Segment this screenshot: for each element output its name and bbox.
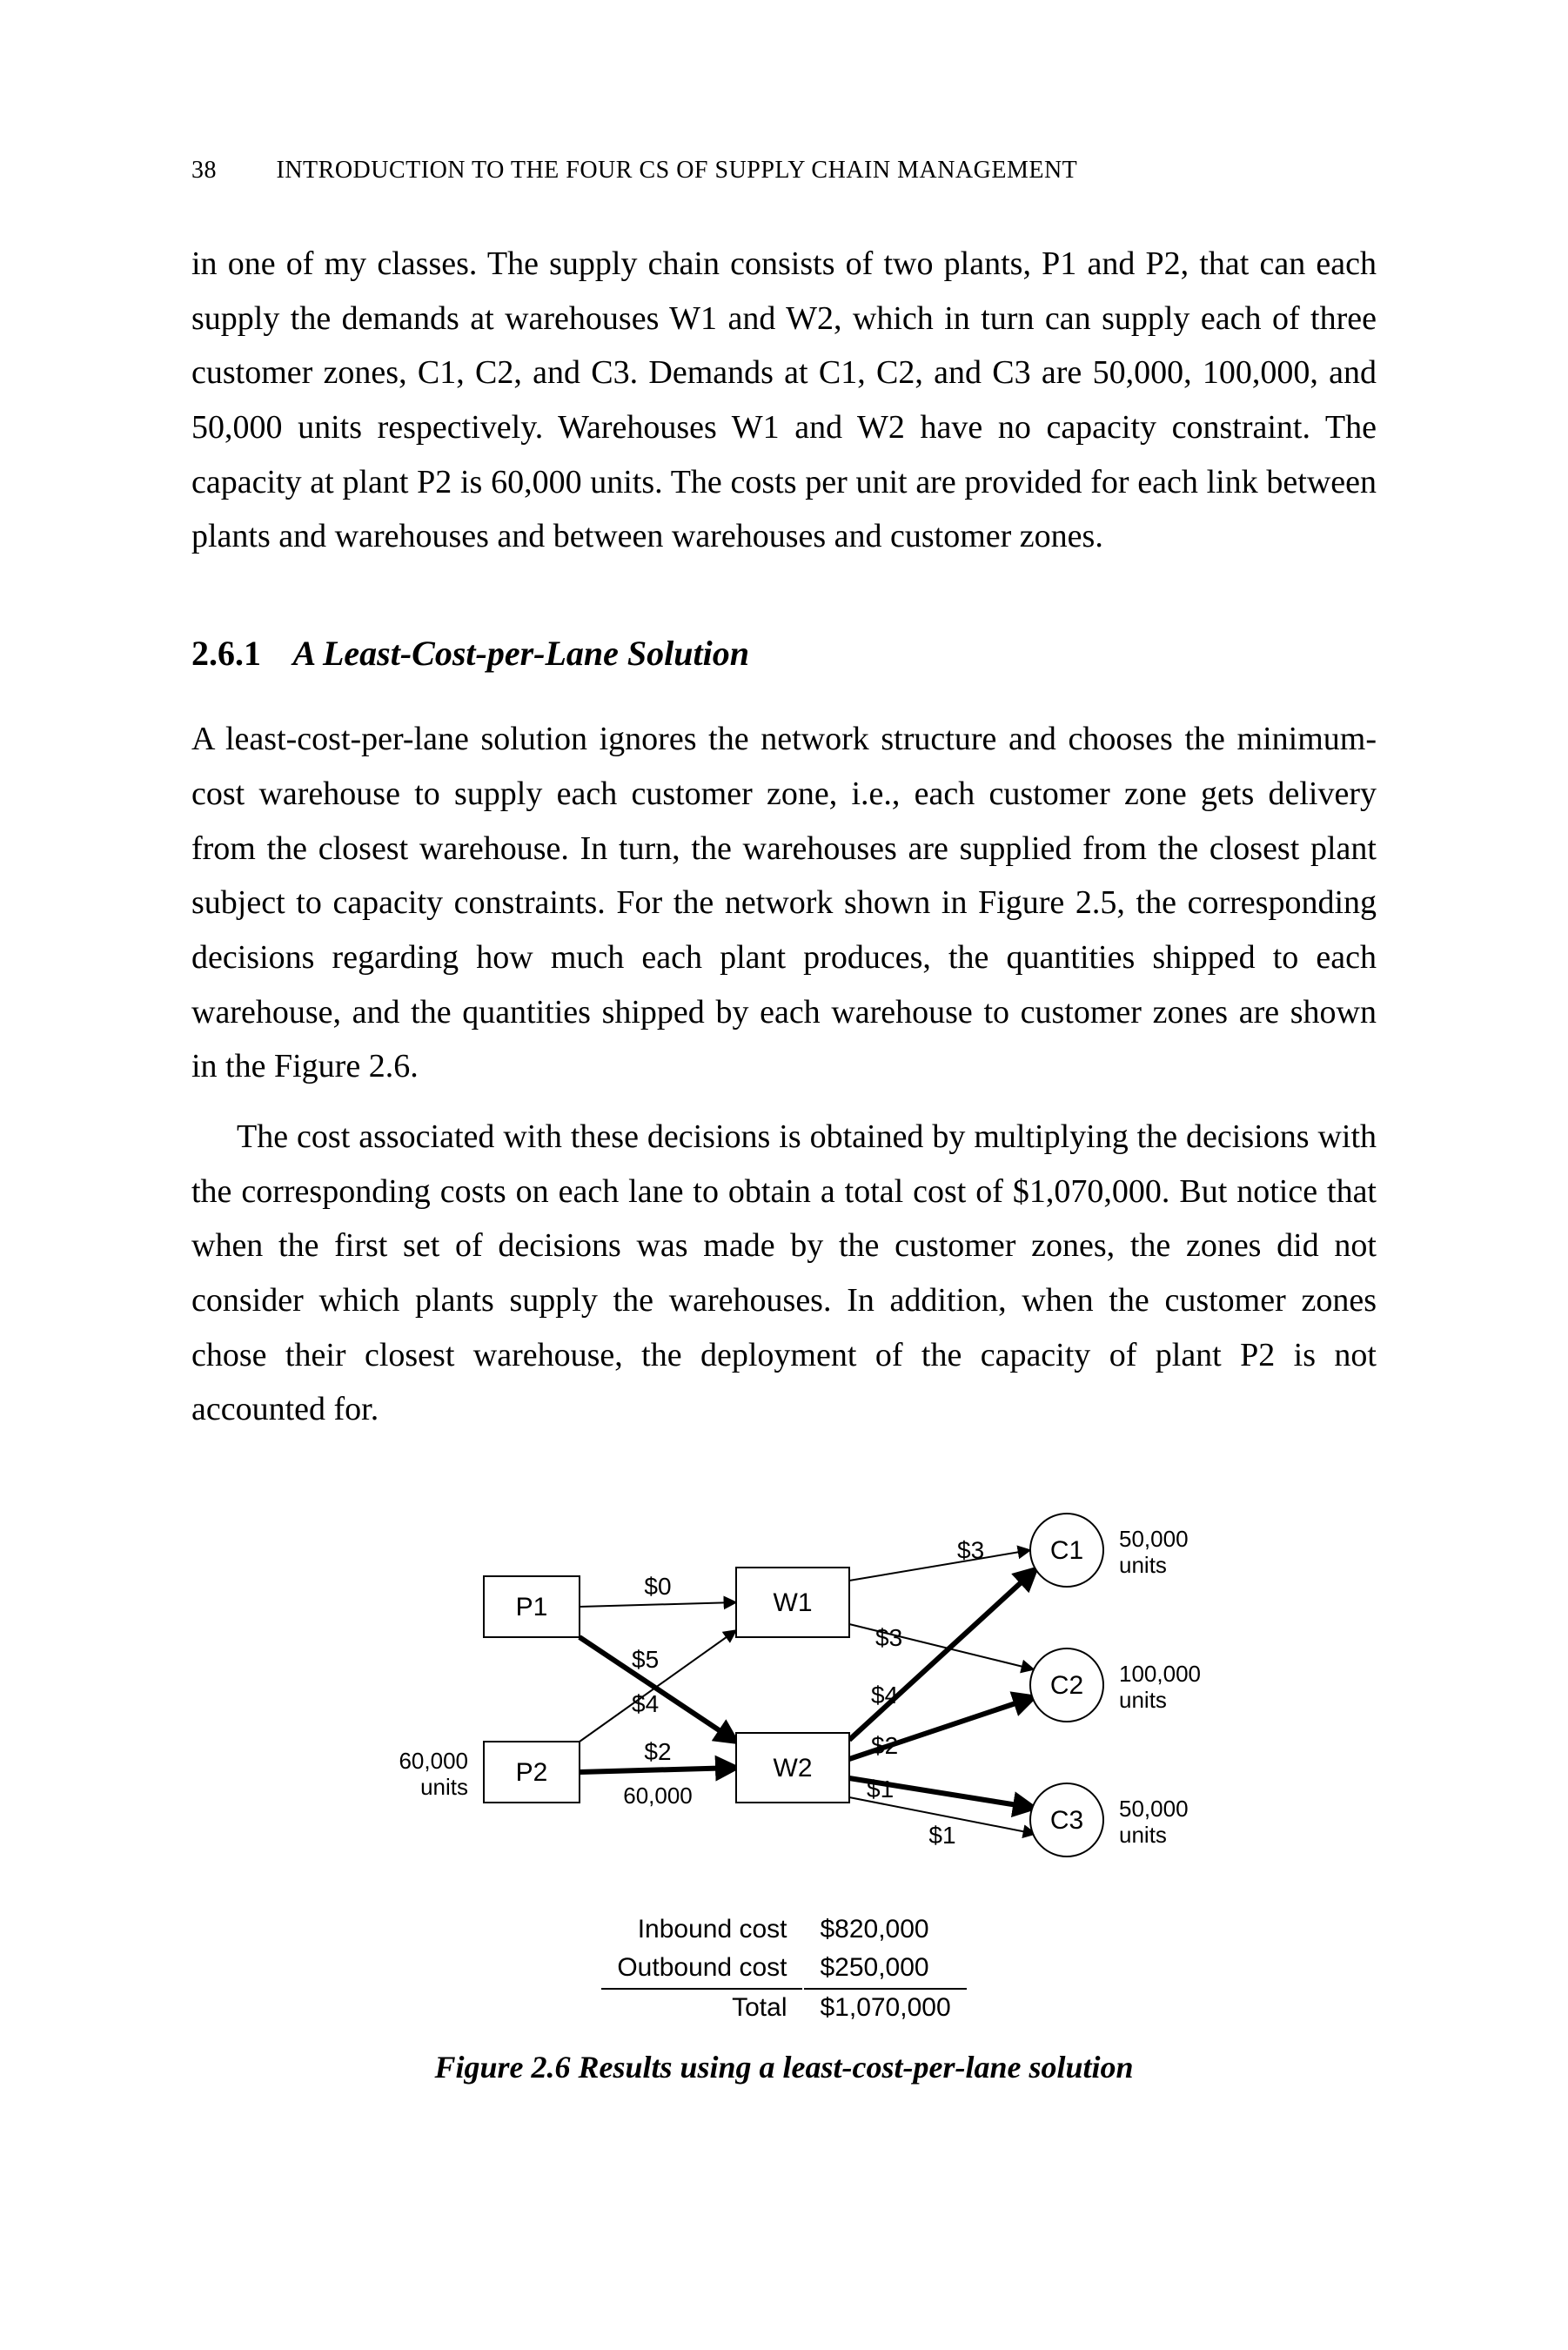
- svg-text:W2: W2: [774, 1754, 813, 1783]
- cost-summary-table: Inbound cost $820,000 Outbound cost $250…: [600, 1910, 968, 2028]
- svg-text:$5: $5: [632, 1646, 659, 1673]
- section-number: 2.6.1: [191, 634, 261, 673]
- network-diagram: $0 $5 $4 $2 60,000 $3 $3 $4 $2 $1 $1 P1 P2 W1 W2 C1 50,0…: [327, 1480, 1241, 1890]
- cost-label: Total: [601, 1988, 802, 2026]
- cost-value: $820,000: [804, 1911, 966, 1948]
- svg-text:100,000: 100,000: [1119, 1661, 1201, 1687]
- intro-paragraph: in one of my classes. The supply chain c…: [191, 237, 1377, 564]
- svg-text:50,000: 50,000: [1119, 1526, 1189, 1552]
- page-number: 38: [191, 157, 270, 185]
- svg-text:W1: W1: [774, 1588, 813, 1617]
- svg-text:$3: $3: [875, 1624, 902, 1651]
- cost-value: $250,000: [804, 1950, 966, 1986]
- svg-text:60,000: 60,000: [623, 1783, 693, 1809]
- svg-text:$1: $1: [928, 1822, 955, 1849]
- paragraph-2: The cost associated with these decisions…: [191, 1110, 1377, 1437]
- running-title: INTRODUCTION TO THE FOUR CS OF SUPPLY CH…: [277, 157, 1078, 184]
- svg-text:P2: P2: [516, 1758, 548, 1787]
- svg-text:$4: $4: [632, 1690, 659, 1717]
- svg-text:$3: $3: [957, 1537, 984, 1564]
- svg-text:units: units: [420, 1774, 468, 1800]
- svg-text:60,000: 60,000: [399, 1748, 468, 1774]
- cost-row-total: Total $1,070,000: [601, 1988, 966, 2026]
- svg-text:$2: $2: [644, 1738, 671, 1765]
- paragraph-1: A least-cost-per-lane solution ignores t…: [191, 712, 1377, 1094]
- svg-text:$4: $4: [871, 1682, 898, 1709]
- page: 38 INTRODUCTION TO THE FOUR CS OF SUPPLY…: [0, 0, 1568, 2350]
- svg-text:$2: $2: [871, 1732, 898, 1759]
- svg-text:units: units: [1119, 1822, 1167, 1848]
- cost-row-inbound: Inbound cost $820,000: [601, 1911, 966, 1948]
- body-text: in one of my classes. The supply chain c…: [191, 237, 1377, 1437]
- svg-text:C2: C2: [1050, 1671, 1083, 1700]
- running-head: 38 INTRODUCTION TO THE FOUR CS OF SUPPLY…: [191, 157, 1377, 185]
- svg-text:50,000: 50,000: [1119, 1796, 1189, 1822]
- figure-2-6: $0 $5 $4 $2 60,000 $3 $3 $4 $2 $1 $1 P1 P2 W1 W2 C1 50,0…: [191, 1480, 1377, 2085]
- section-title: A Least-Cost-per-Lane Solution: [293, 634, 750, 673]
- cost-value: $1,070,000: [804, 1988, 966, 2026]
- cost-row-outbound: Outbound cost $250,000: [601, 1950, 966, 1986]
- figure-caption: Figure 2.6 Results using a least-cost-pe…: [191, 2049, 1377, 2085]
- svg-text:$1: $1: [867, 1776, 894, 1803]
- cost-label: Outbound cost: [601, 1950, 802, 1986]
- svg-text:P1: P1: [516, 1593, 548, 1622]
- cost-label: Inbound cost: [601, 1911, 802, 1948]
- svg-text:C1: C1: [1050, 1536, 1083, 1565]
- svg-text:units: units: [1119, 1552, 1167, 1578]
- svg-text:C3: C3: [1050, 1806, 1083, 1835]
- svg-text:units: units: [1119, 1687, 1167, 1713]
- section-heading: 2.6.1 A Least-Cost-per-Lane Solution: [191, 625, 1377, 682]
- svg-text:$0: $0: [644, 1573, 671, 1600]
